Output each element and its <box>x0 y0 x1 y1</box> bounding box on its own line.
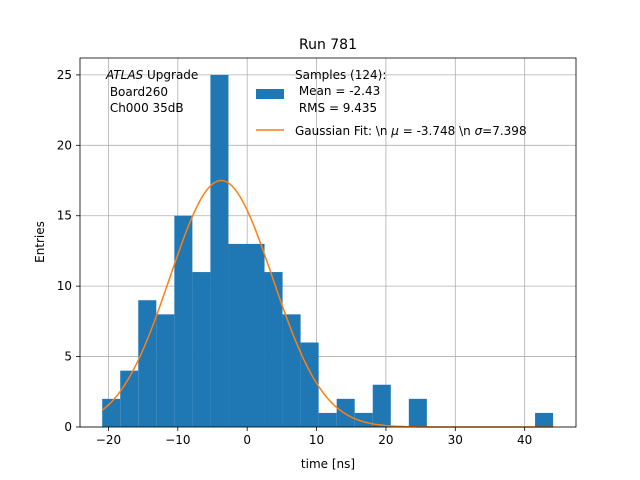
histogram-bar <box>318 412 337 427</box>
histogram-bars <box>102 74 554 428</box>
histogram-bar <box>138 300 157 427</box>
legend-fit-sigma: σ <box>475 124 483 138</box>
legend-samples-line3: RMS = 9.435 <box>295 101 377 115</box>
annotation-experiment-suffix: Upgrade <box>143 68 198 82</box>
legend-fit-label: Gaussian Fit: \n μ = -3.748 \n σ=7.398 <box>295 124 527 138</box>
y-tick-label: 5 <box>64 350 72 364</box>
legend-fit-mu: μ <box>390 124 399 138</box>
legend-samples-line2: Mean = -2.43 <box>295 84 380 98</box>
y-tick-label: 20 <box>57 138 72 152</box>
y-tick-label: 15 <box>57 209 72 223</box>
histogram-bar <box>372 384 391 427</box>
x-axis-label: time [ns] <box>301 457 355 471</box>
histogram-bar <box>535 412 554 427</box>
y-axis-label: Entries <box>33 221 47 263</box>
histogram-bar <box>264 272 283 427</box>
histogram-bar <box>156 314 175 427</box>
x-tick-label: 0 <box>243 433 251 447</box>
histogram-bar <box>408 398 427 427</box>
legend-swatch-samples <box>256 89 284 99</box>
annotation-board: Board260 <box>106 85 168 99</box>
annotation-experiment: ATLAS <box>105 68 144 82</box>
histogram-bar <box>300 342 319 427</box>
legend-fit-pre: Gaussian Fit: \n <box>295 124 391 138</box>
legend: Samples (124): Mean = -2.43 RMS = 9.435 … <box>256 68 527 138</box>
y-tick-label: 25 <box>57 68 72 82</box>
histogram-bar <box>228 243 247 427</box>
x-tick-label: −10 <box>165 433 190 447</box>
annotation-experiment-line: ATLAS Upgrade <box>105 68 198 82</box>
legend-fit-post: =7.398 <box>482 124 526 138</box>
histogram-bar <box>336 398 355 427</box>
legend-fit-mid: = -3.748 \n <box>399 124 475 138</box>
x-tick-label: 20 <box>378 433 393 447</box>
histogram-bar <box>210 74 229 428</box>
x-axis-ticks: −20 −10 0 10 20 30 40 <box>96 427 532 447</box>
plot-frame <box>79 57 577 428</box>
histogram-bar <box>120 370 139 427</box>
histogram-bar <box>192 272 211 427</box>
legend-samples-line1: Samples (124): <box>295 68 386 82</box>
annotation-channel: Ch000 35dB <box>106 101 184 115</box>
x-tick-label: 30 <box>448 433 463 447</box>
y-axis-ticks: 0 5 10 15 20 25 <box>57 68 80 434</box>
atlas-annotation: ATLAS Upgrade Board260 Ch000 35dB <box>105 68 198 115</box>
x-tick-label: 40 <box>517 433 532 447</box>
histogram-bar <box>174 215 193 427</box>
y-tick-label: 10 <box>57 279 72 293</box>
x-tick-label: 10 <box>309 433 324 447</box>
histogram-bar <box>246 243 265 427</box>
x-tick-label: −20 <box>96 433 121 447</box>
chart-title: Run 781 <box>299 37 357 53</box>
y-tick-label: 0 <box>64 420 72 434</box>
